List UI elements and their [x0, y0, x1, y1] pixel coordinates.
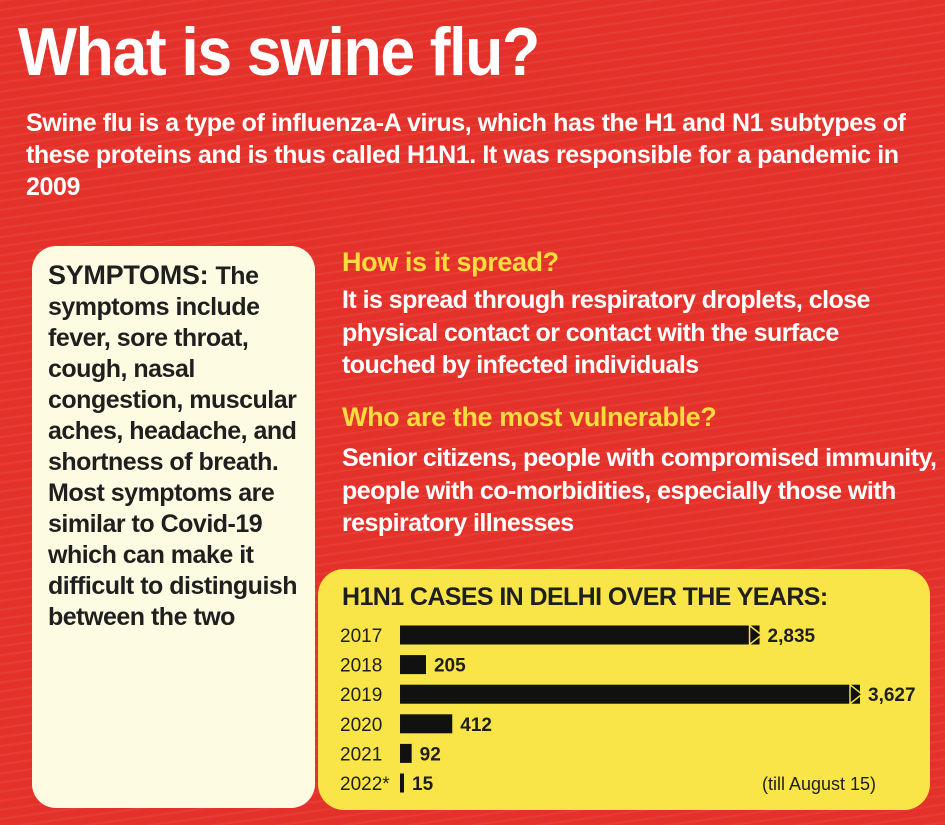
- year-label: 2019: [340, 685, 382, 706]
- symptoms-text: The symptoms include fever, sore throat,…: [48, 262, 298, 631]
- bar-end-chevron: [748, 623, 763, 647]
- bar-2020: [400, 714, 453, 734]
- bar-chart: 2017 2,835 2018 205 2019 3,627 2020 412 2021 92 20…: [340, 623, 916, 795]
- year-label: 2017: [340, 626, 382, 647]
- page-title: What is swine flu?: [18, 14, 540, 90]
- bar-end-chevron: [849, 683, 864, 706]
- chart-title: H1N1 CASES IN DELHI OVER THE YEARS:: [342, 583, 828, 611]
- chart-note: (till August 15): [762, 774, 877, 794]
- symptoms-card: SYMPTOMS: The symptoms include fever, so…: [32, 246, 315, 808]
- year-label: 2022*: [340, 774, 390, 795]
- value-label: 412: [460, 715, 492, 736]
- bar-2021: [400, 743, 412, 763]
- value-label: 3,627: [868, 685, 916, 706]
- value-label: 2,835: [768, 626, 816, 647]
- vulnerable-answer: Senior citizens, people with compromised…: [342, 444, 937, 537]
- value-label: 15: [412, 774, 434, 795]
- bar-2022: [400, 773, 404, 793]
- symptoms-heading: SYMPTOMS:: [48, 260, 216, 290]
- year-label: 2018: [340, 656, 382, 677]
- intro-text: Swine flu is a type of influenza-A virus…: [26, 109, 906, 201]
- bar-2017: [400, 625, 760, 645]
- year-label: 2021: [340, 744, 382, 765]
- spread-answer: It is spread through respiratory droplet…: [342, 286, 870, 379]
- year-label: 2020: [340, 715, 382, 736]
- bar-2019: [400, 684, 860, 704]
- vulnerable-question: Who are the most vulnerable?: [342, 402, 717, 432]
- spread-question: How is it spread?: [342, 247, 559, 277]
- value-label: 205: [434, 656, 466, 677]
- bar-2018: [400, 655, 426, 675]
- value-label: 92: [420, 744, 441, 765]
